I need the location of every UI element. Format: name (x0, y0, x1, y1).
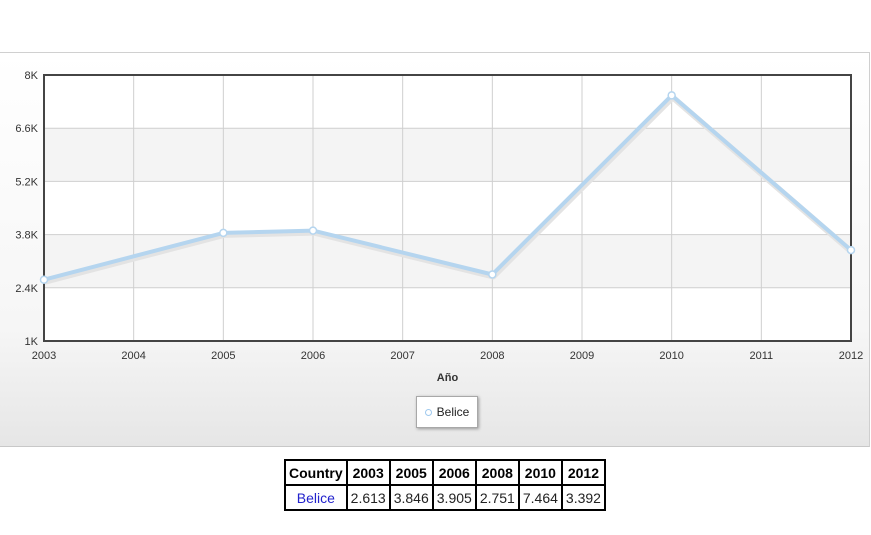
table-row: Belice 2.613 3.846 3.905 2.751 7.464 3.3… (284, 484, 606, 511)
x-tick-label: 2003 (32, 350, 56, 362)
x-tick-label: 2007 (390, 350, 414, 362)
plot-border (43, 74, 852, 342)
x-tick-label: 2012 (839, 350, 863, 362)
series-line (43, 93, 853, 282)
data-point (846, 245, 856, 255)
table-cell: 3.905 (431, 484, 477, 511)
plot-area (44, 75, 851, 341)
table-cell: 2.751 (474, 484, 520, 511)
x-tick-label: 2009 (570, 350, 594, 362)
header-2010: 2010 (517, 459, 563, 486)
data-point (39, 275, 49, 284)
chart-panel: 1K 2.4K 3.8K 5.2K 6.6K 8K 2003 2004 2005 2006 2007… (0, 52, 870, 447)
table-cell: 3.846 (388, 484, 434, 511)
plot-band (44, 234, 851, 288)
legend-marker-icon (424, 408, 432, 416)
legend[interactable]: Belice (416, 396, 478, 428)
header-2006: 2006 (431, 459, 477, 486)
data-point (667, 91, 676, 100)
data-point (219, 228, 228, 238)
x-tick-label: 2011 (750, 350, 774, 362)
header-2012: 2012 (560, 459, 606, 486)
x-tick-label: 2010 (659, 350, 683, 362)
y-tick-label: 1K (25, 336, 39, 348)
y-tick-label: 3.8K (15, 230, 38, 242)
table-cell: 3.392 (560, 484, 606, 511)
y-tick-label: 6.6K (15, 123, 38, 135)
y-tick-label: 5.2K (15, 176, 38, 188)
header-2003: 2003 (345, 459, 391, 486)
plot-band (44, 128, 851, 182)
x-axis-title: Año (437, 372, 459, 384)
x-tick-label: 2006 (301, 350, 325, 362)
data-point (488, 270, 497, 279)
table-header-row: Country 2003 2005 2006 2008 2010 2012 (284, 459, 606, 486)
header-country: Country (284, 459, 348, 486)
legend-label: Belice (436, 405, 470, 419)
y-tick-label: 8K (25, 70, 39, 82)
data-table: Country 2003 2005 2006 2008 2010 2012 Be… (284, 459, 606, 511)
line-chart: 1K 2.4K 3.8K 5.2K 6.6K 8K 2003 2004 2005 2006 2007… (15, 70, 863, 384)
header-2008: 2008 (474, 459, 520, 486)
country-link[interactable]: Belice (284, 484, 348, 511)
y-tick-label: 2.4K (15, 283, 38, 295)
table-cell: 2.613 (345, 484, 391, 511)
x-tick-label: 2008 (480, 350, 504, 362)
header-2005: 2005 (388, 459, 434, 486)
x-tick-label: 2004 (121, 350, 145, 362)
table-cell: 7.464 (517, 484, 563, 511)
x-tick-label: 2005 (211, 350, 235, 362)
data-point (308, 226, 318, 235)
